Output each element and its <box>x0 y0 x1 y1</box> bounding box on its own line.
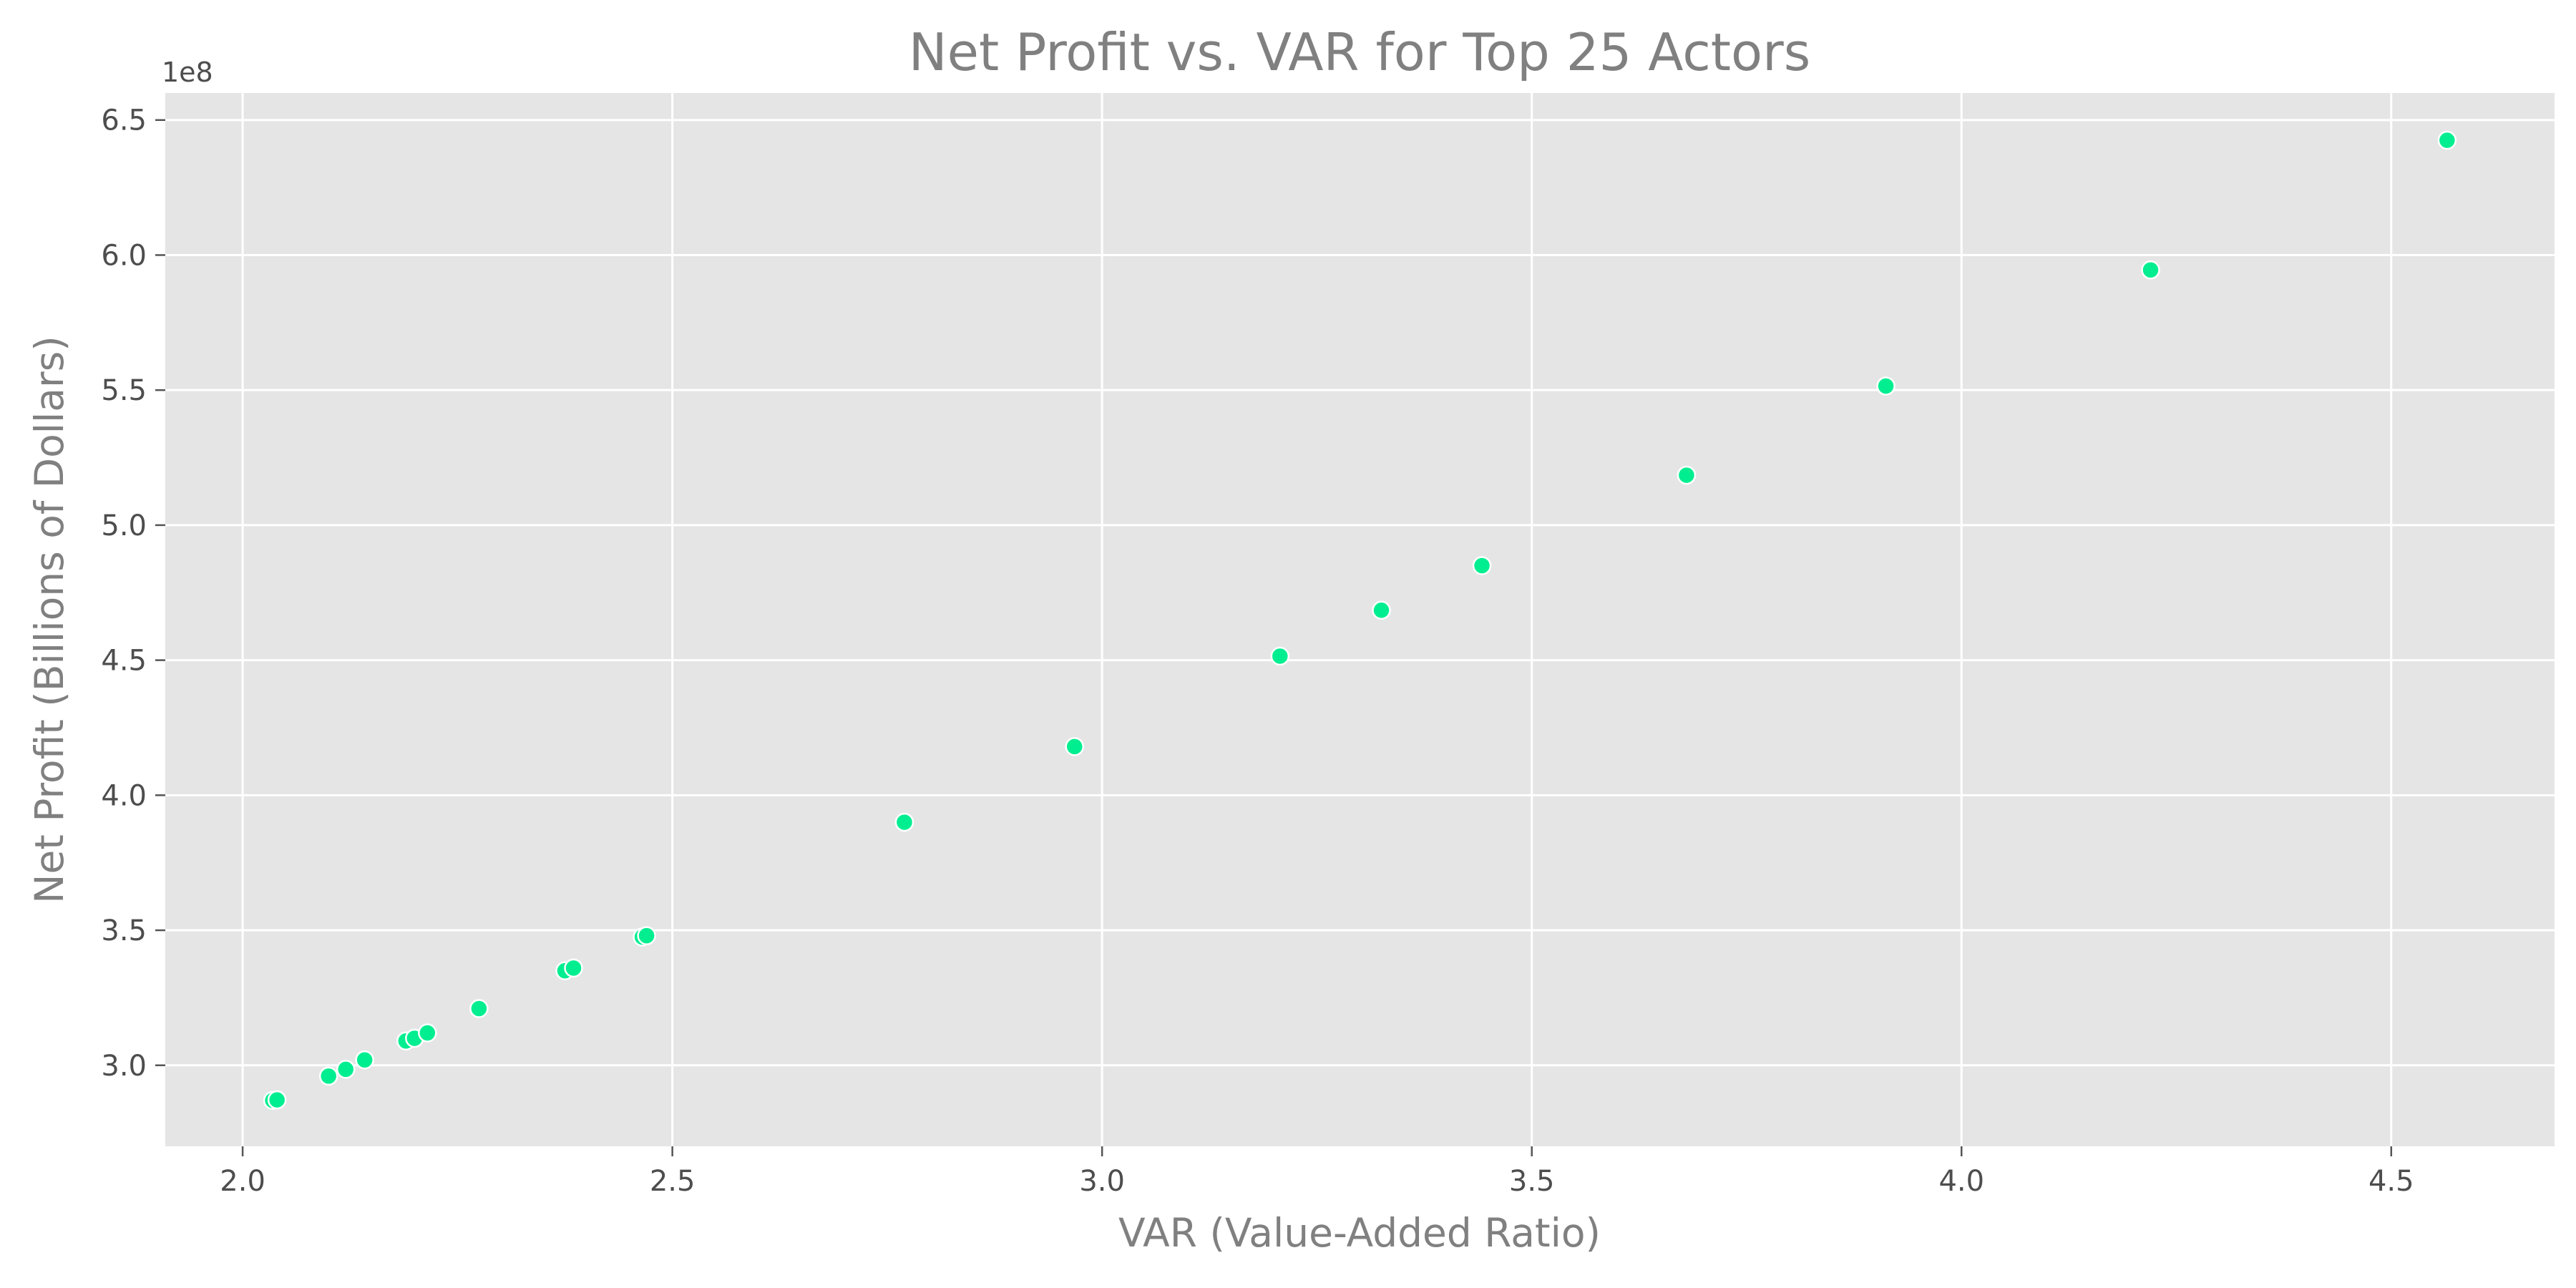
x-tick-label: 4.0 <box>1938 1165 1984 1198</box>
data-point <box>469 999 489 1018</box>
data-point <box>564 958 583 978</box>
data-point <box>336 1060 356 1079</box>
x-tick-label: 2.5 <box>650 1165 696 1198</box>
y-axis-offset-label: 1e8 <box>162 57 213 88</box>
data-point <box>1065 737 1084 756</box>
x-tick-label: 3.0 <box>1079 1165 1125 1198</box>
chart-title: Net Profit vs. VAR for Top 25 Actors <box>909 22 1810 82</box>
x-axis-label: VAR (Value-Added Ratio) <box>1118 1210 1601 1256</box>
data-point <box>2141 260 2160 280</box>
y-tick-label: 6.0 <box>101 239 147 272</box>
data-point <box>1372 600 1391 620</box>
y-tick-label: 3.0 <box>101 1050 147 1083</box>
data-point <box>267 1090 287 1110</box>
data-points <box>263 130 2457 1111</box>
data-point <box>2437 130 2457 150</box>
x-tick-label: 4.5 <box>2368 1165 2414 1198</box>
data-point <box>355 1050 374 1070</box>
data-point <box>1472 556 1492 575</box>
y-tick-label: 3.5 <box>101 914 147 947</box>
axis-ticks: 2.0 2.5 3.0 3.5 4.0 4.5 3.0 3.5 4.0 4.5 5.0 5.5 6.0 6… <box>101 104 2414 1198</box>
x-tick-label: 2.0 <box>220 1165 265 1198</box>
data-point <box>1677 465 1697 485</box>
data-point <box>418 1023 437 1043</box>
data-point <box>1876 376 1896 396</box>
y-tick-label: 4.5 <box>101 645 147 678</box>
data-point <box>637 926 656 945</box>
data-point <box>894 812 914 832</box>
y-tick-label: 5.0 <box>101 509 147 542</box>
data-point <box>1270 646 1290 666</box>
data-point <box>318 1066 338 1086</box>
y-tick-label: 4.0 <box>101 779 147 812</box>
y-tick-label: 6.5 <box>101 104 147 137</box>
plot-area <box>165 93 2555 1146</box>
y-axis-label: Net Profit (Billions of Dollars) <box>26 336 72 903</box>
grid <box>165 93 2555 1146</box>
y-tick-label: 5.5 <box>101 374 147 407</box>
x-tick-label: 3.5 <box>1509 1165 1555 1198</box>
